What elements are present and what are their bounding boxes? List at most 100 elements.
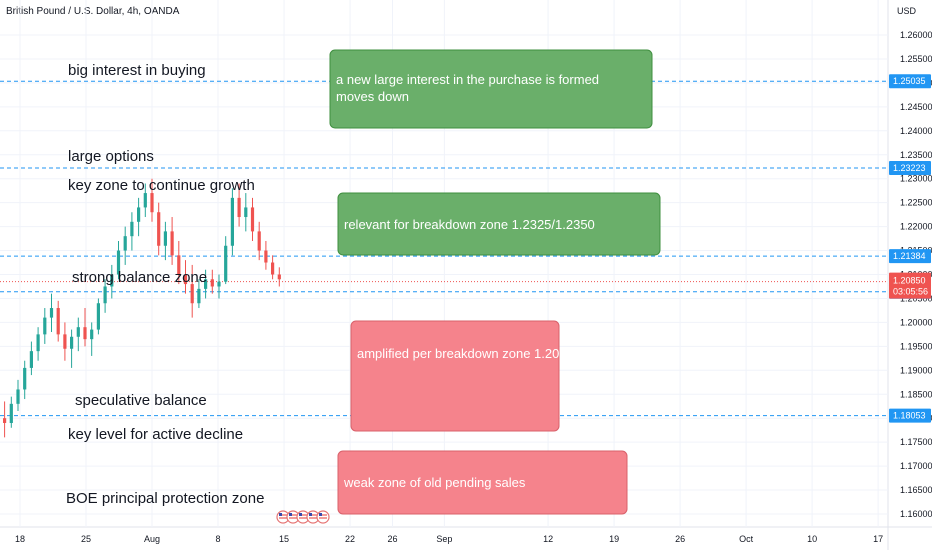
time-tick-label: 18 (15, 534, 25, 544)
candle-body (237, 197, 241, 218)
candle-body (3, 418, 7, 423)
candle-body (23, 367, 27, 390)
currency-label: USD (897, 6, 917, 16)
price-tick-label: 1.26000 (900, 30, 932, 40)
us-flag-icon[interactable] (306, 510, 320, 524)
annotation-text: amplified per breakdown zone 1.20 (357, 346, 559, 361)
time-tick-label: 26 (387, 534, 397, 544)
level-label: strong balance zone (72, 269, 207, 286)
zone-label: BOE principal protection zone (66, 490, 264, 507)
annotation-text: weak zone of old pending sales (343, 475, 526, 490)
level-price-badge (889, 161, 931, 176)
candle-body (123, 236, 127, 251)
price-tick-label: 1.24000 (900, 126, 932, 136)
price-tick-label: 1.25500 (900, 54, 932, 64)
level-price-badge (889, 74, 931, 89)
price-tick-label: 1.23500 (900, 150, 932, 160)
time-tick-label: 19 (609, 534, 619, 544)
level-price-badge (889, 408, 931, 423)
candle-body (90, 329, 94, 340)
price-tick-label: 1.19500 (900, 341, 932, 351)
level-texts: big interest in buying large options key z… (66, 62, 264, 507)
annotation-box[interactable] (337, 450, 628, 515)
level-label: big interest in buying (68, 62, 206, 79)
candle-body (16, 389, 20, 404)
price-tick-label: 1.24500 (900, 102, 932, 112)
time-tick-label: Aug (144, 534, 160, 544)
level-label: large options (68, 148, 154, 165)
candle-body (210, 279, 214, 287)
candle-body (150, 193, 154, 213)
annotation-text: relevant for breakdown zone 1.2325/1.235… (344, 217, 595, 232)
candle-body (177, 255, 181, 275)
candle-body (43, 317, 47, 335)
current-price-text: 1.20850 (893, 276, 926, 286)
time-tick-label: 10 (807, 534, 817, 544)
candle-body (264, 250, 268, 263)
level-price-badge (889, 249, 931, 264)
level-price-badge-text: 1.18053 (893, 411, 926, 421)
candle-body (76, 327, 80, 337)
candle-body (157, 212, 161, 246)
candle-body (224, 245, 228, 282)
candle-body (9, 403, 13, 423)
candle-body (163, 231, 167, 246)
candle-body (204, 279, 208, 289)
price-tick-label: 1.17000 (900, 461, 932, 471)
time-tick-label: Oct (739, 534, 754, 544)
annotation-box[interactable] (337, 192, 661, 256)
level-price-badge-text: 1.25035 (893, 76, 926, 86)
level-label: key zone to continue growth (68, 177, 255, 194)
candle-body (70, 336, 74, 349)
time-tick-label: 15 (279, 534, 289, 544)
candle-body (36, 334, 40, 352)
annotation-box[interactable] (350, 320, 560, 432)
chart-title: British Pound / U.S. Dollar, 4h, OANDA (6, 6, 180, 17)
time-tick-label: 12 (543, 534, 553, 544)
zone-label: key level for active decline (68, 426, 243, 443)
time-tick-label: 25 (81, 534, 91, 544)
candle-body (183, 274, 188, 285)
price-tick-label: 1.22000 (900, 222, 932, 232)
price-badges: 1.250351.232231.213841.206411.180531.208… (889, 74, 931, 423)
annotation-text: moves down (336, 89, 409, 104)
price-tick-label: 1.16500 (900, 485, 932, 495)
price-tick-label: 1.19000 (900, 365, 932, 375)
time-ticks: 18 25 Aug 8 15 22 26 Sep 12 19 26 Oct 10 17 (15, 534, 883, 544)
candle-body (190, 284, 194, 304)
candle-body (217, 281, 221, 287)
time-tick-label: Sep (436, 534, 452, 544)
candles (3, 178, 281, 438)
annotation-text: a new large interest in the purchase is … (336, 72, 599, 87)
level-label: speculative balance (75, 392, 207, 409)
time-tick-label: 22 (345, 534, 355, 544)
candle-body (143, 193, 147, 208)
candle-body (130, 221, 134, 237)
candle-body (250, 207, 255, 232)
price-tick-label: 1.18500 (900, 389, 932, 399)
level-price-badge-text: 1.21384 (893, 251, 926, 261)
candle-body (29, 351, 33, 368)
time-tick-label: 8 (216, 534, 221, 544)
annotation-boxes[interactable]: a new large interest in the purchase is … (329, 49, 661, 515)
countdown-text: 03:05:56 (893, 287, 928, 297)
price-tick-label: 1.22500 (900, 198, 932, 208)
candle-body (110, 274, 114, 287)
price-tick-label: 1.17500 (900, 437, 932, 447)
candle-body (96, 303, 100, 330)
candle-body (244, 207, 248, 218)
us-flag-icon[interactable] (316, 510, 330, 524)
price-tick-label: 1.20000 (900, 317, 932, 327)
candle-body (257, 231, 261, 251)
candle-body (230, 197, 234, 246)
annotation-box[interactable] (329, 49, 653, 129)
candle-body (271, 262, 275, 275)
time-tick-label: 17 (873, 534, 883, 544)
candle-body (137, 207, 141, 222)
candle-body (49, 308, 54, 318)
candle-body (63, 334, 67, 349)
candle-body (197, 288, 201, 304)
event-markers[interactable] (276, 510, 330, 524)
